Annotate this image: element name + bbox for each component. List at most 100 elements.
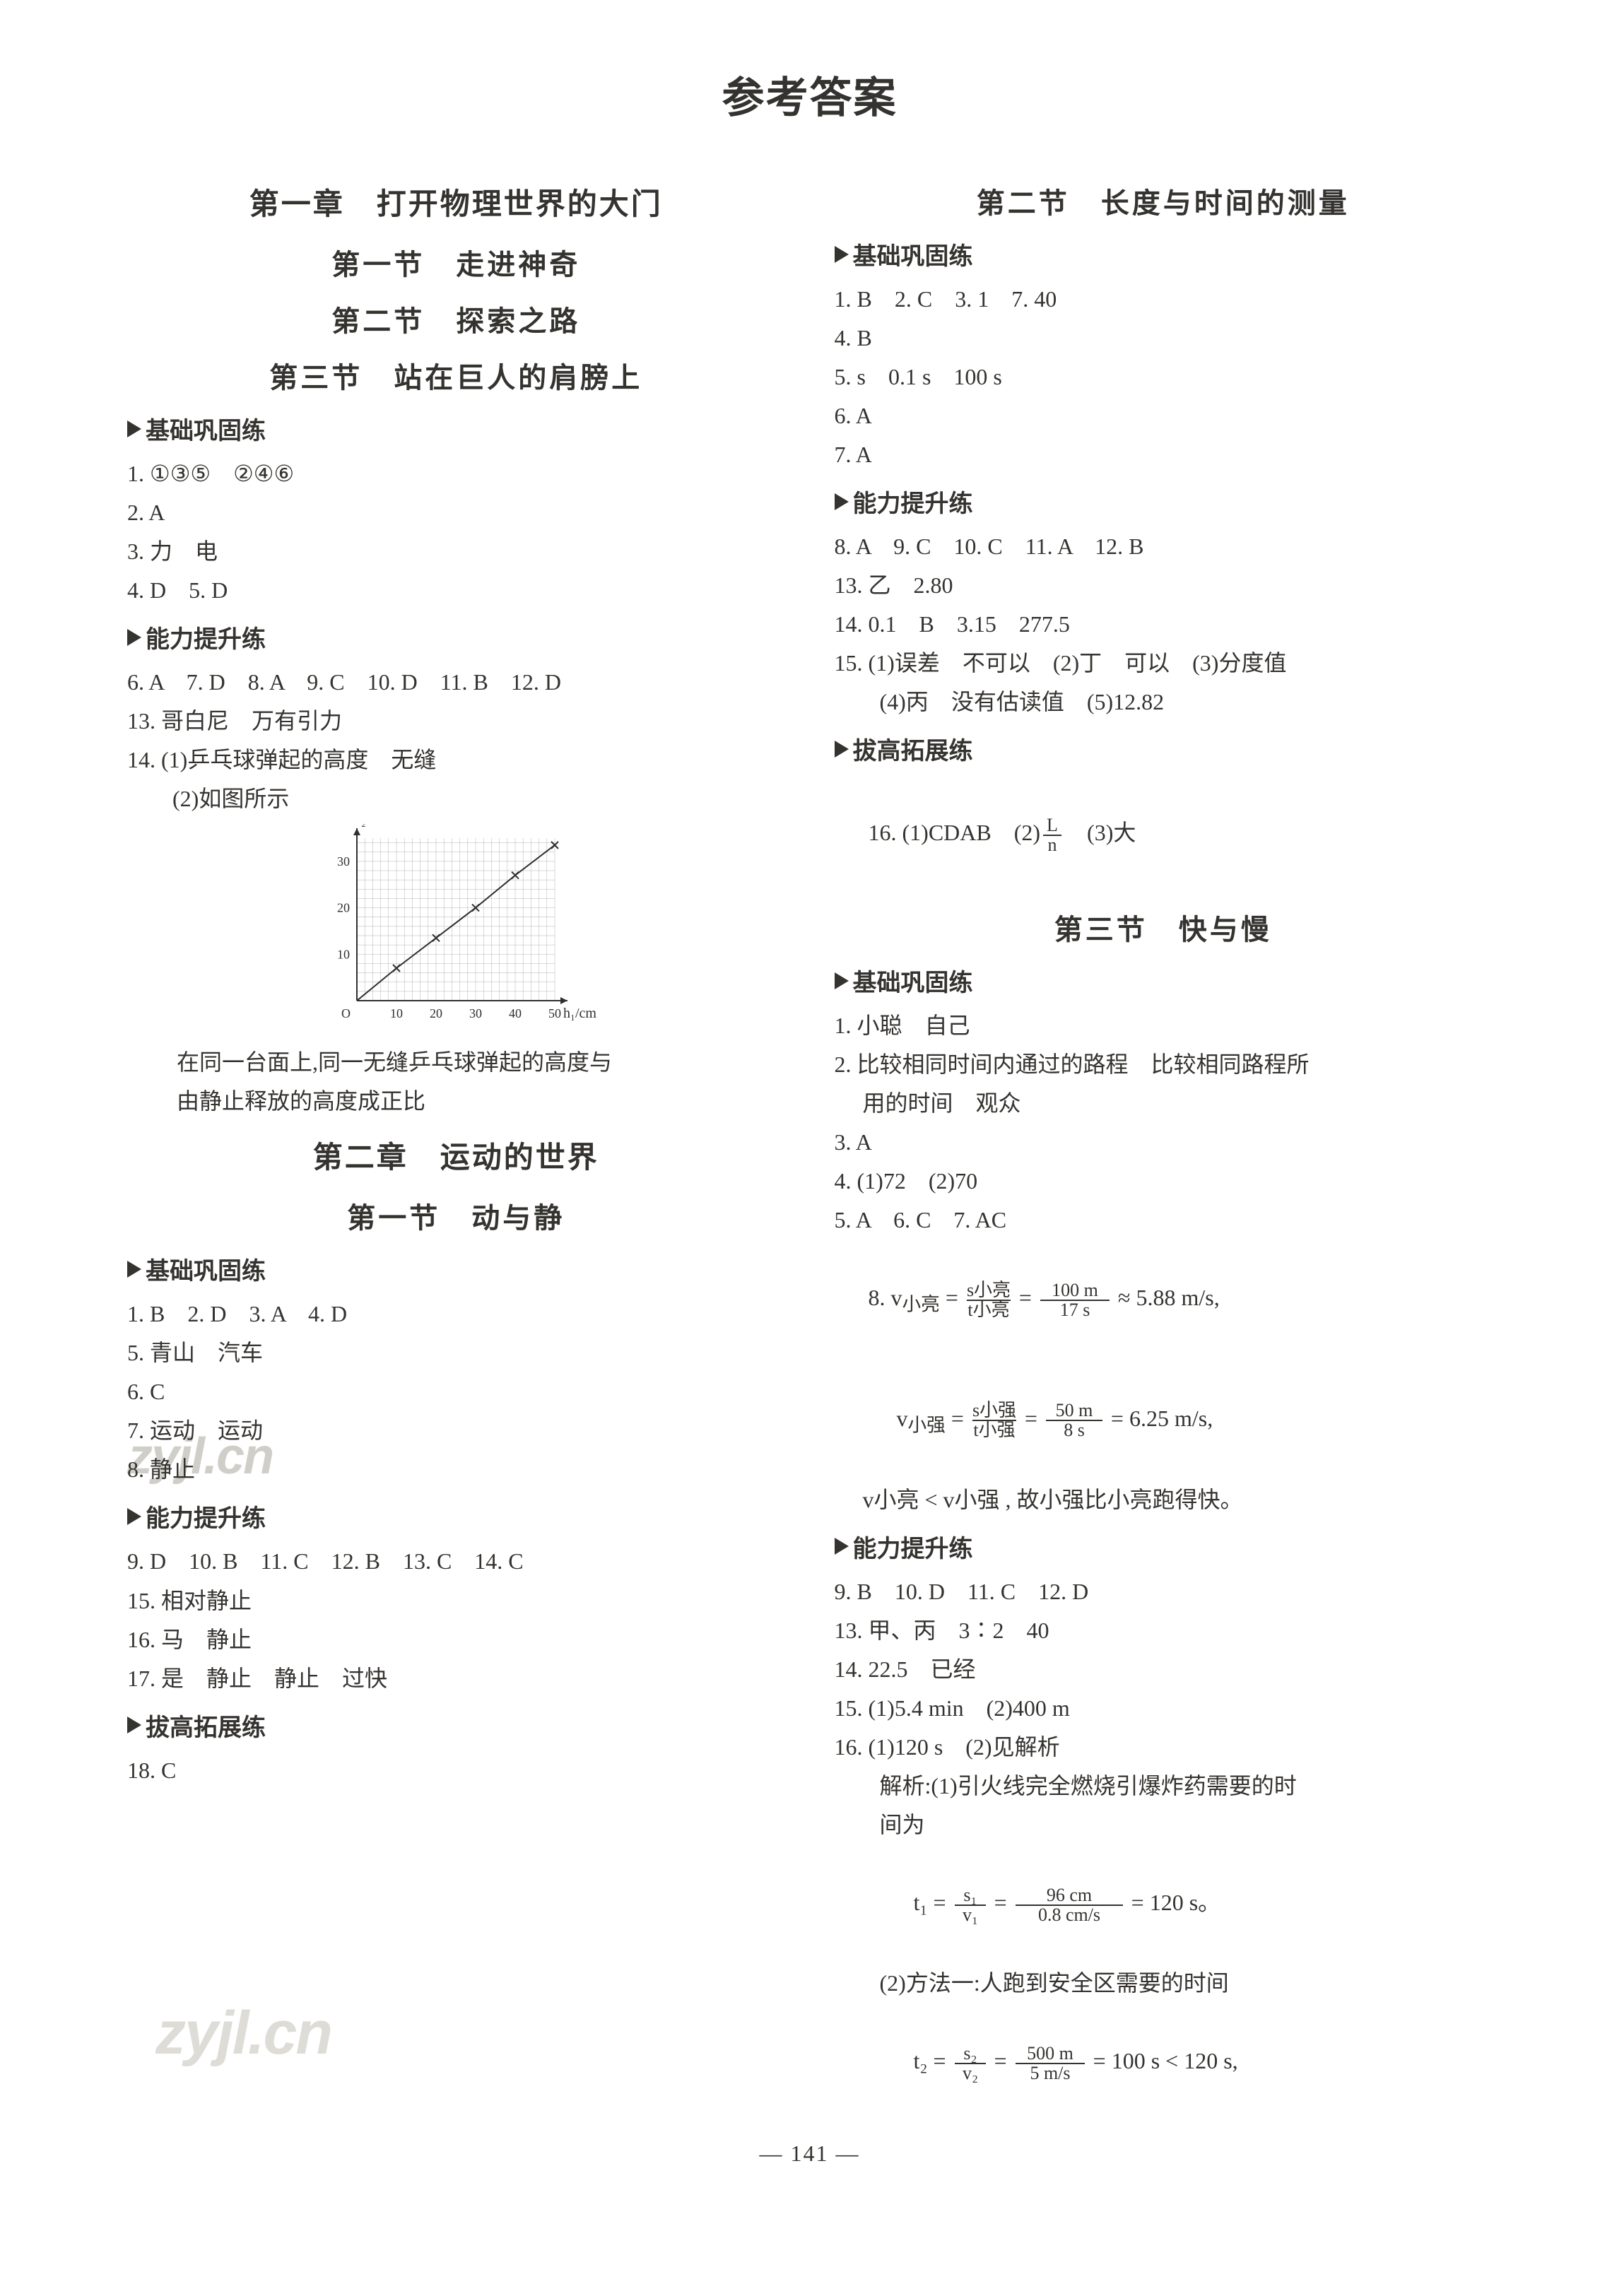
subhead-label: 能力提升练 (146, 1499, 266, 1533)
svg-text:0.8 cm/s: 0.8 cm/s (1038, 1904, 1100, 1925)
svg-text:v₁: v₁ (963, 1904, 978, 1925)
fraction: 96 cm0.8 cm/s (1013, 1890, 1126, 1915)
subscript: 小亮 (902, 1294, 940, 1315)
answer-line: 用的时间 观众 (835, 1084, 1493, 1123)
answer-line: 17. 是 静止 静止 过快 (127, 1659, 785, 1698)
text: v (869, 1406, 908, 1431)
triangle-icon (127, 1508, 141, 1525)
subhead-label: 基础巩固练 (146, 411, 266, 446)
subhead-bogao: 拔高拓展练 (127, 1708, 785, 1743)
svg-text:s₁: s₁ (963, 1885, 977, 1905)
text: ≈ 5.88 m/s, (1112, 1285, 1220, 1310)
answer-line: 7. A (835, 435, 1493, 474)
answer-line: 15. (1)误差 不可以 (2)丁 可以 (3)分度值 (835, 644, 1493, 683)
svg-text:100 m: 100 m (1052, 1281, 1098, 1300)
ch1-sec2: 第二节 探索之路 (127, 298, 785, 339)
triangle-icon (127, 1717, 141, 1733)
triangle-icon (127, 629, 141, 646)
chapter1-title: 第一章 打开物理世界的大门 (127, 180, 785, 223)
answer-line: 16. (1)CDAB (2)Ln (3)大 (835, 775, 1493, 894)
answer-line: 14. (1)乒乓球弹起的高度 无缝 (127, 741, 785, 779)
subhead-label: 基础巩固练 (146, 1252, 266, 1286)
triangle-icon (835, 493, 849, 510)
triangle-icon (835, 741, 849, 758)
svg-text:10: 10 (390, 1006, 403, 1020)
answer-line: (2)方法一:人跑到安全区需要的时间 (835, 1964, 1493, 2003)
ch2-sec1: 第一节 动与静 (127, 1195, 785, 1236)
text: = (989, 1890, 1013, 1915)
subhead-nengli: 能力提升练 (127, 620, 785, 654)
text: = 6.25 m/s, (1105, 1406, 1213, 1431)
subhead-jichu: 基础巩固练 (835, 237, 1493, 271)
fraction: s小强t小强 (970, 1406, 1019, 1431)
svg-text:17 s: 17 s (1060, 1300, 1090, 1320)
text: = (1013, 1285, 1037, 1310)
svg-text:50: 50 (548, 1006, 561, 1020)
answer-line: 18. C (127, 1751, 785, 1790)
text: = (1019, 1406, 1043, 1431)
subhead-label: 能力提升练 (146, 620, 266, 654)
svg-text:h₁/cm: h₁/cm (563, 1006, 596, 1021)
answer-line: 8. 静止 (127, 1450, 785, 1489)
text: = 100 s < 120 s, (1088, 2048, 1238, 2073)
svg-text:s小强: s小强 (972, 1401, 1016, 1420)
subhead-jichu: 基础巩固练 (835, 963, 1493, 998)
svg-text:40: 40 (509, 1006, 522, 1020)
svg-text:20: 20 (337, 901, 350, 915)
answer-line: 间为 (835, 1806, 1493, 1844)
answer-line: 7. 运动 运动 (127, 1411, 785, 1450)
triangle-icon (835, 1538, 849, 1555)
answer-line: (2)如图所示 (127, 779, 785, 818)
ch2-sec2: 第二节 长度与时间的测量 (835, 180, 1493, 221)
fraction: 500 m5 m/s (1013, 2048, 1088, 2073)
svg-text:h₂/cm: h₂/cm (354, 824, 387, 828)
chapter2-title: 第二章 运动的世界 (127, 1134, 785, 1177)
answer-line: 8. A 9. C 10. C 11. A 12. B (835, 527, 1493, 566)
answer-line: 13. 甲、丙 3∶2 40 (835, 1611, 1493, 1650)
answer-line: 16. (1)120 s (2)见解析 (835, 1728, 1493, 1767)
subhead-nengli: 能力提升练 (127, 1499, 785, 1533)
answer-line: 6. C (127, 1372, 785, 1411)
svg-text:t小亮: t小亮 (967, 1300, 1009, 1320)
answer-line: 6. A 7. D 8. A 9. C 10. D 11. B 12. D (127, 663, 785, 702)
triangle-icon (835, 246, 849, 263)
chart-caption: 由静止释放的高度成正比 (127, 1082, 785, 1121)
answer-line: 5. A 6. C 7. AC (835, 1201, 1493, 1240)
svg-text:O: O (341, 1006, 351, 1020)
fraction: s₂v₂ (952, 2048, 989, 2073)
ch1-sec3: 第三节 站在巨人的肩膀上 (127, 355, 785, 396)
answer-line: 13. 乙 2.80 (835, 566, 1493, 605)
subhead-nengli: 能力提升练 (835, 484, 1493, 519)
fraction: Ln (1040, 820, 1064, 845)
answer-line: (4)丙 没有估读值 (5)12.82 (835, 683, 1493, 722)
subscript: 小强 (908, 1414, 946, 1435)
triangle-icon (835, 972, 849, 989)
fraction: 100 m17 s (1037, 1285, 1112, 1310)
text: = (989, 2048, 1013, 2073)
text: = 120 s。 (1126, 1890, 1221, 1915)
svg-text:50 m: 50 m (1056, 1401, 1093, 1420)
answer-line: v小强 = s小强t小强 = 50 m8 s = 6.25 m/s, (835, 1360, 1493, 1480)
fraction: s小亮t小亮 (964, 1285, 1013, 1310)
subhead-nengli: 能力提升练 (835, 1529, 1493, 1564)
text: = (946, 1406, 970, 1431)
text: (3)大 (1064, 820, 1136, 845)
answer-line: 16. 马 静止 (127, 1620, 785, 1659)
answer-line: 解析:(1)引火线完全燃烧引爆炸药需要的时 (835, 1767, 1493, 1806)
svg-text:20: 20 (430, 1006, 442, 1020)
answer-line: t₁ = s₁v₁ = 96 cm0.8 cm/s = 120 s。 (835, 1844, 1493, 1964)
answer-line: 1. B 2. D 3. A 4. D (127, 1295, 785, 1334)
subhead-jichu: 基础巩固练 (127, 411, 785, 446)
svg-text:s₂: s₂ (963, 2044, 977, 2064)
subhead-jichu: 基础巩固练 (127, 1252, 785, 1286)
ch1-sec1: 第一节 走进神奇 (127, 242, 785, 283)
answer-line: 14. 22.5 已经 (835, 1650, 1493, 1689)
svg-text:n: n (1048, 835, 1057, 855)
svg-text:L: L (1047, 816, 1058, 835)
answer-line: t₂ = s₂v₂ = 500 m5 m/s = 100 s < 120 s, (835, 2003, 1493, 2122)
fraction: s₁v₁ (952, 1890, 989, 1915)
svg-text:5 m/s: 5 m/s (1030, 2063, 1070, 2083)
answer-line: 3. A (835, 1123, 1493, 1162)
svg-text:30: 30 (469, 1006, 482, 1020)
text: t₂ = (869, 2048, 952, 2073)
